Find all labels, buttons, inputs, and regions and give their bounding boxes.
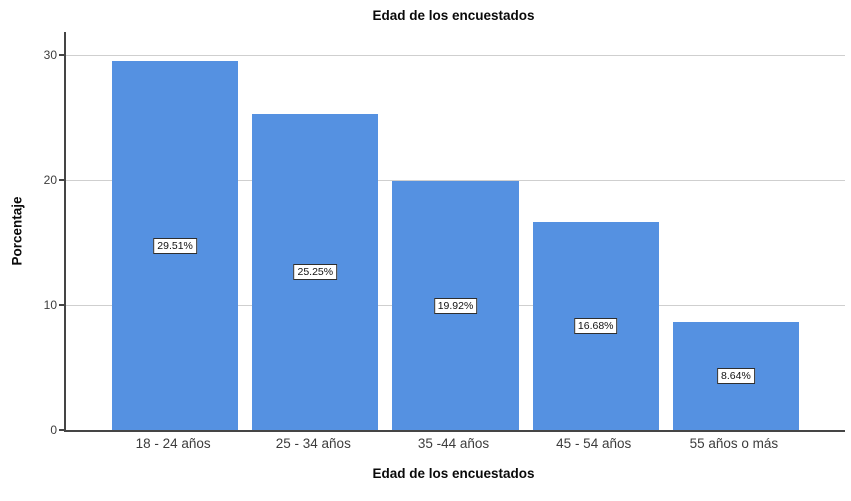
bar: 8.64% bbox=[672, 322, 800, 430]
x-category-label: 55 años o más bbox=[689, 436, 779, 451]
chart-title: Edad de los encuestados bbox=[372, 8, 535, 23]
bar-value-label: 8.64% bbox=[717, 368, 755, 384]
y-tick-mark-20 bbox=[59, 179, 64, 181]
y-tick-label: 10 bbox=[43, 298, 57, 312]
bar: 29.51% bbox=[112, 61, 239, 430]
x-category-label: 18 - 24 años bbox=[135, 436, 211, 451]
gridline-30 bbox=[66, 54, 845, 56]
plot-area: 29.51% 25.25% 19.92% 16.68% 8.64% bbox=[59, 32, 845, 432]
y-tick-mark-10 bbox=[59, 304, 64, 306]
x-category-label: 25 - 34 años bbox=[275, 436, 351, 451]
bar-value-label: 29.51% bbox=[153, 237, 197, 254]
bar: 19.92% bbox=[392, 181, 519, 430]
bar-value-label: 25.25% bbox=[293, 264, 338, 281]
y-tick-label: 20 bbox=[43, 173, 57, 187]
x-category-label: 35 -44 años bbox=[417, 436, 490, 451]
bar-value-label: 16.68% bbox=[573, 317, 618, 334]
y-tick-labels: 0 10 20 30 bbox=[0, 32, 57, 437]
gridline-20 bbox=[66, 179, 845, 181]
x-axis-title: Edad de los encuestados bbox=[372, 466, 535, 481]
bar: 16.68% bbox=[532, 221, 659, 430]
bar-value-label: 19.92% bbox=[433, 297, 478, 314]
x-category-labels: 18 - 24 años 25 - 34 años 35 -44 años 45 - … bbox=[64, 436, 843, 451]
bar: 25.25% bbox=[252, 114, 379, 430]
y-tick-label: 0 bbox=[50, 423, 57, 437]
y-tick-mark-30 bbox=[59, 54, 64, 56]
bars-container: 29.51% 25.25% 19.92% 16.68% 8.64% bbox=[66, 32, 845, 430]
x-category-label: 45 - 54 años bbox=[556, 436, 632, 451]
y-tick-mark-0 bbox=[59, 429, 64, 431]
y-tick-label: 30 bbox=[43, 48, 57, 62]
